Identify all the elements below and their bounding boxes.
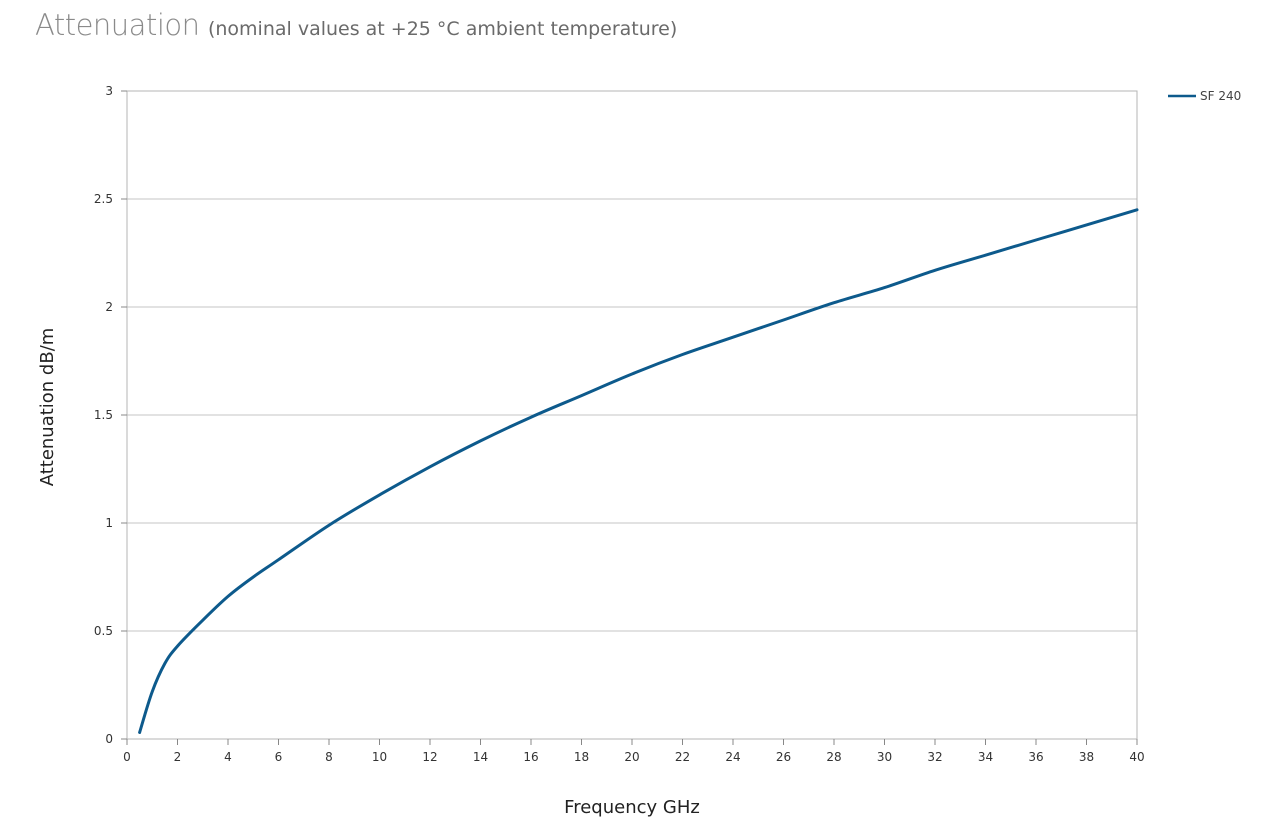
x-tick-label: 34 xyxy=(978,750,993,764)
y-tick-label: 2.5 xyxy=(94,192,113,206)
x-tick-label: 22 xyxy=(675,750,690,764)
x-tick-label: 20 xyxy=(624,750,639,764)
x-tick-label: 36 xyxy=(1028,750,1043,764)
series-line-sf-240 xyxy=(138,208,1139,734)
grid-lines xyxy=(127,90,1137,740)
y-tick-label: 1.5 xyxy=(94,408,113,422)
y-tick-label: 0 xyxy=(105,732,113,746)
x-tick-label: 18 xyxy=(574,750,589,764)
x-tick-label: 40 xyxy=(1129,750,1144,764)
x-axis-label: Frequency GHz xyxy=(564,797,700,818)
x-tick-label: 32 xyxy=(927,750,942,764)
x-tick-label: 16 xyxy=(523,750,538,764)
y-tick-label: 1 xyxy=(105,516,113,530)
x-tick-label: 38 xyxy=(1079,750,1094,764)
y-tick-label: 0.5 xyxy=(94,624,113,638)
series-group xyxy=(138,208,1139,734)
x-tick-label: 0 xyxy=(123,750,131,764)
chart-title: Attenuation xyxy=(35,8,200,42)
y-axis: 0 0.5 1 1.5 2 2.5 3 xyxy=(94,84,127,746)
x-tick-label: 8 xyxy=(325,750,333,764)
x-tick-label: 2 xyxy=(174,750,182,764)
legend-label-sf-240: SF 240 xyxy=(1200,89,1241,103)
legend: SF 240 xyxy=(1168,89,1241,103)
x-tick-label: 12 xyxy=(422,750,437,764)
chart-title-block: Attenuation (nominal values at +25 °C am… xyxy=(35,8,677,42)
x-tick-label: 14 xyxy=(473,750,488,764)
y-tick-label: 3 xyxy=(105,84,113,98)
chart-subtitle: (nominal values at +25 °C ambient temper… xyxy=(207,18,678,40)
y-axis-label: Attenuation dB/m xyxy=(37,328,58,487)
x-tick-label: 10 xyxy=(372,750,387,764)
x-tick-label: 30 xyxy=(877,750,892,764)
y-tick-label: 2 xyxy=(105,300,113,314)
x-tick-label: 6 xyxy=(275,750,283,764)
x-axis: 0 2 4 6 8 10 12 14 16 18 20 22 24 26 28 30 32 34 36 38 40 xyxy=(123,739,1145,764)
x-tick-label: 26 xyxy=(776,750,791,764)
x-tick-label: 28 xyxy=(826,750,841,764)
x-tick-label: 4 xyxy=(224,750,232,764)
x-tick-label: 24 xyxy=(725,750,740,764)
